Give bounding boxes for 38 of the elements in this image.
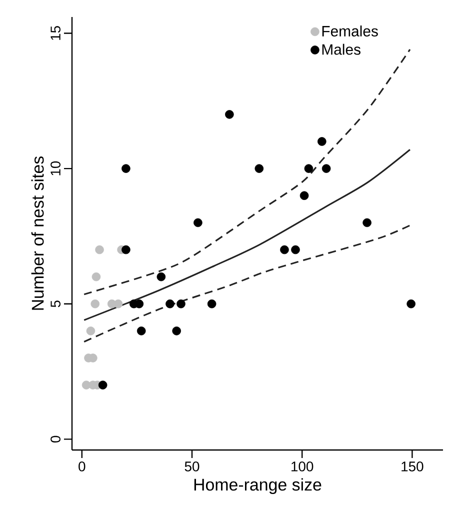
point	[406, 299, 416, 308]
y-axis-title: Number of nest sites	[31, 156, 44, 310]
y-tick-label: 10	[50, 161, 60, 176]
line-series	[83, 148, 411, 321]
point	[166, 299, 174, 308]
point	[194, 218, 202, 228]
point	[122, 245, 130, 254]
point	[136, 326, 146, 336]
point	[172, 326, 181, 336]
line-series	[83, 224, 411, 343]
point	[207, 299, 216, 308]
y-tick-label: 5	[50, 300, 60, 308]
point	[291, 245, 300, 254]
point	[254, 164, 264, 173]
x-tick-label: 50	[184, 462, 200, 472]
point	[362, 218, 372, 228]
point	[98, 380, 108, 390]
point	[156, 272, 166, 282]
point	[304, 164, 314, 173]
point	[225, 110, 234, 119]
legend-label: Males	[322, 44, 360, 55]
point	[95, 245, 104, 254]
x-tick-label: 100	[292, 462, 314, 472]
point	[176, 299, 186, 308]
x-tick-label: 0	[78, 462, 86, 472]
point	[300, 191, 309, 200]
y-tick-label: 0	[50, 436, 60, 443]
x-axis-title: Home-range size	[194, 478, 322, 494]
legend-label: Females	[322, 26, 378, 36]
y-tick-label: 15	[50, 26, 60, 40]
point	[90, 299, 100, 308]
point	[92, 272, 101, 282]
point	[280, 245, 289, 254]
point	[318, 137, 326, 146]
point	[86, 326, 96, 336]
point	[322, 164, 331, 173]
point	[122, 164, 130, 173]
x-tick-label: 150	[402, 462, 424, 472]
